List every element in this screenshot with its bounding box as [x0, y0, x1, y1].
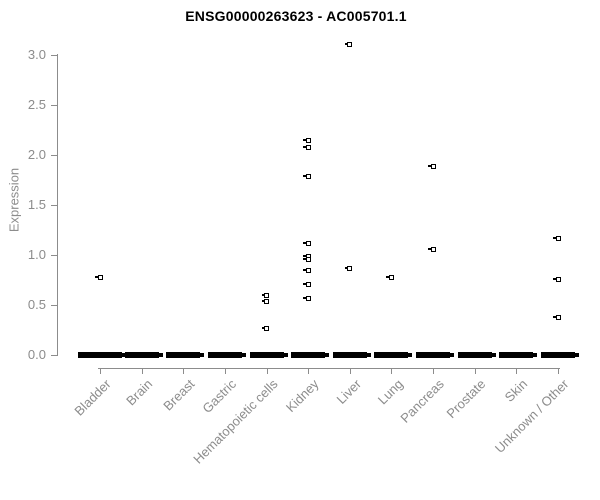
x-axis-tick	[183, 368, 185, 374]
data-point	[305, 137, 311, 143]
data-point	[305, 267, 311, 273]
data-point	[264, 325, 270, 331]
zero-cluster-bar	[249, 352, 288, 358]
x-axis-tick	[558, 368, 559, 374]
zero-cluster-bar	[166, 352, 205, 358]
y-tick-label: 2.5	[27, 97, 46, 112]
data-point	[305, 295, 311, 301]
x-axis-tick	[391, 368, 393, 374]
data-point	[430, 163, 436, 169]
x-category-label: Skin	[501, 376, 531, 405]
data-point	[555, 276, 561, 282]
data-point	[430, 246, 436, 252]
y-axis-tick	[51, 355, 57, 356]
x-category-label: Kidney	[283, 376, 323, 416]
y-tick-label: 0.5	[27, 297, 46, 312]
zero-cluster-bar	[332, 352, 371, 358]
data-point	[555, 314, 561, 320]
x-axis-tick	[349, 368, 351, 374]
data-point	[305, 281, 311, 287]
data-point	[305, 173, 311, 179]
y-tick-label: 0.0	[27, 347, 46, 362]
data-point	[347, 265, 353, 271]
x-category-label: Breast	[160, 376, 198, 414]
data-point	[555, 235, 561, 241]
x-axis-line	[98, 368, 560, 369]
zero-cluster-bar	[499, 352, 538, 358]
x-category-label: Pancreas	[397, 376, 447, 426]
y-axis-tick	[51, 55, 57, 56]
x-axis-tick	[474, 368, 476, 374]
y-axis-tick	[51, 305, 57, 306]
x-axis-tick	[266, 368, 268, 374]
data-point	[97, 274, 103, 280]
y-axis-tick	[51, 155, 57, 156]
x-category-label: Gastric	[199, 376, 239, 417]
zero-cluster-bar	[78, 352, 126, 358]
y-tick-label: 3.0	[27, 47, 46, 62]
zero-cluster-bar	[207, 352, 246, 358]
y-axis-tick	[51, 255, 57, 256]
data-point	[264, 298, 270, 304]
x-category-label: Lung	[374, 376, 406, 408]
zero-cluster-bar	[457, 352, 496, 358]
zero-cluster-bar	[291, 352, 330, 358]
y-tick-label: 2.0	[27, 147, 46, 162]
y-axis-tick	[51, 105, 57, 106]
x-axis-tick	[100, 368, 101, 374]
x-axis-tick	[141, 368, 143, 374]
x-axis-tick	[516, 368, 518, 374]
data-point	[264, 292, 270, 298]
data-point	[305, 144, 311, 150]
y-axis-tick	[51, 205, 57, 206]
zero-cluster-bar	[374, 352, 413, 358]
zero-cluster-bar	[541, 352, 579, 358]
y-axis-line	[57, 54, 58, 356]
x-axis-tick	[308, 368, 310, 374]
x-category-label: Unknown / Other	[492, 376, 572, 456]
zero-cluster-bar	[124, 352, 163, 358]
x-category-label: Brain	[123, 376, 156, 409]
data-point	[305, 240, 311, 246]
data-point	[388, 274, 394, 280]
x-category-label: Bladder	[71, 376, 114, 419]
y-tick-label: 1.5	[27, 197, 46, 212]
data-point	[347, 41, 353, 47]
data-point	[305, 256, 311, 262]
x-axis-tick	[433, 368, 435, 374]
y-tick-label: 1.0	[27, 247, 46, 262]
x-category-label: Prostate	[443, 376, 489, 422]
x-axis-tick	[224, 368, 226, 374]
x-category-label: Liver	[333, 376, 364, 407]
zero-cluster-bar	[416, 352, 455, 358]
chart-title: ENSG00000263623 - AC005701.1	[185, 8, 407, 24]
